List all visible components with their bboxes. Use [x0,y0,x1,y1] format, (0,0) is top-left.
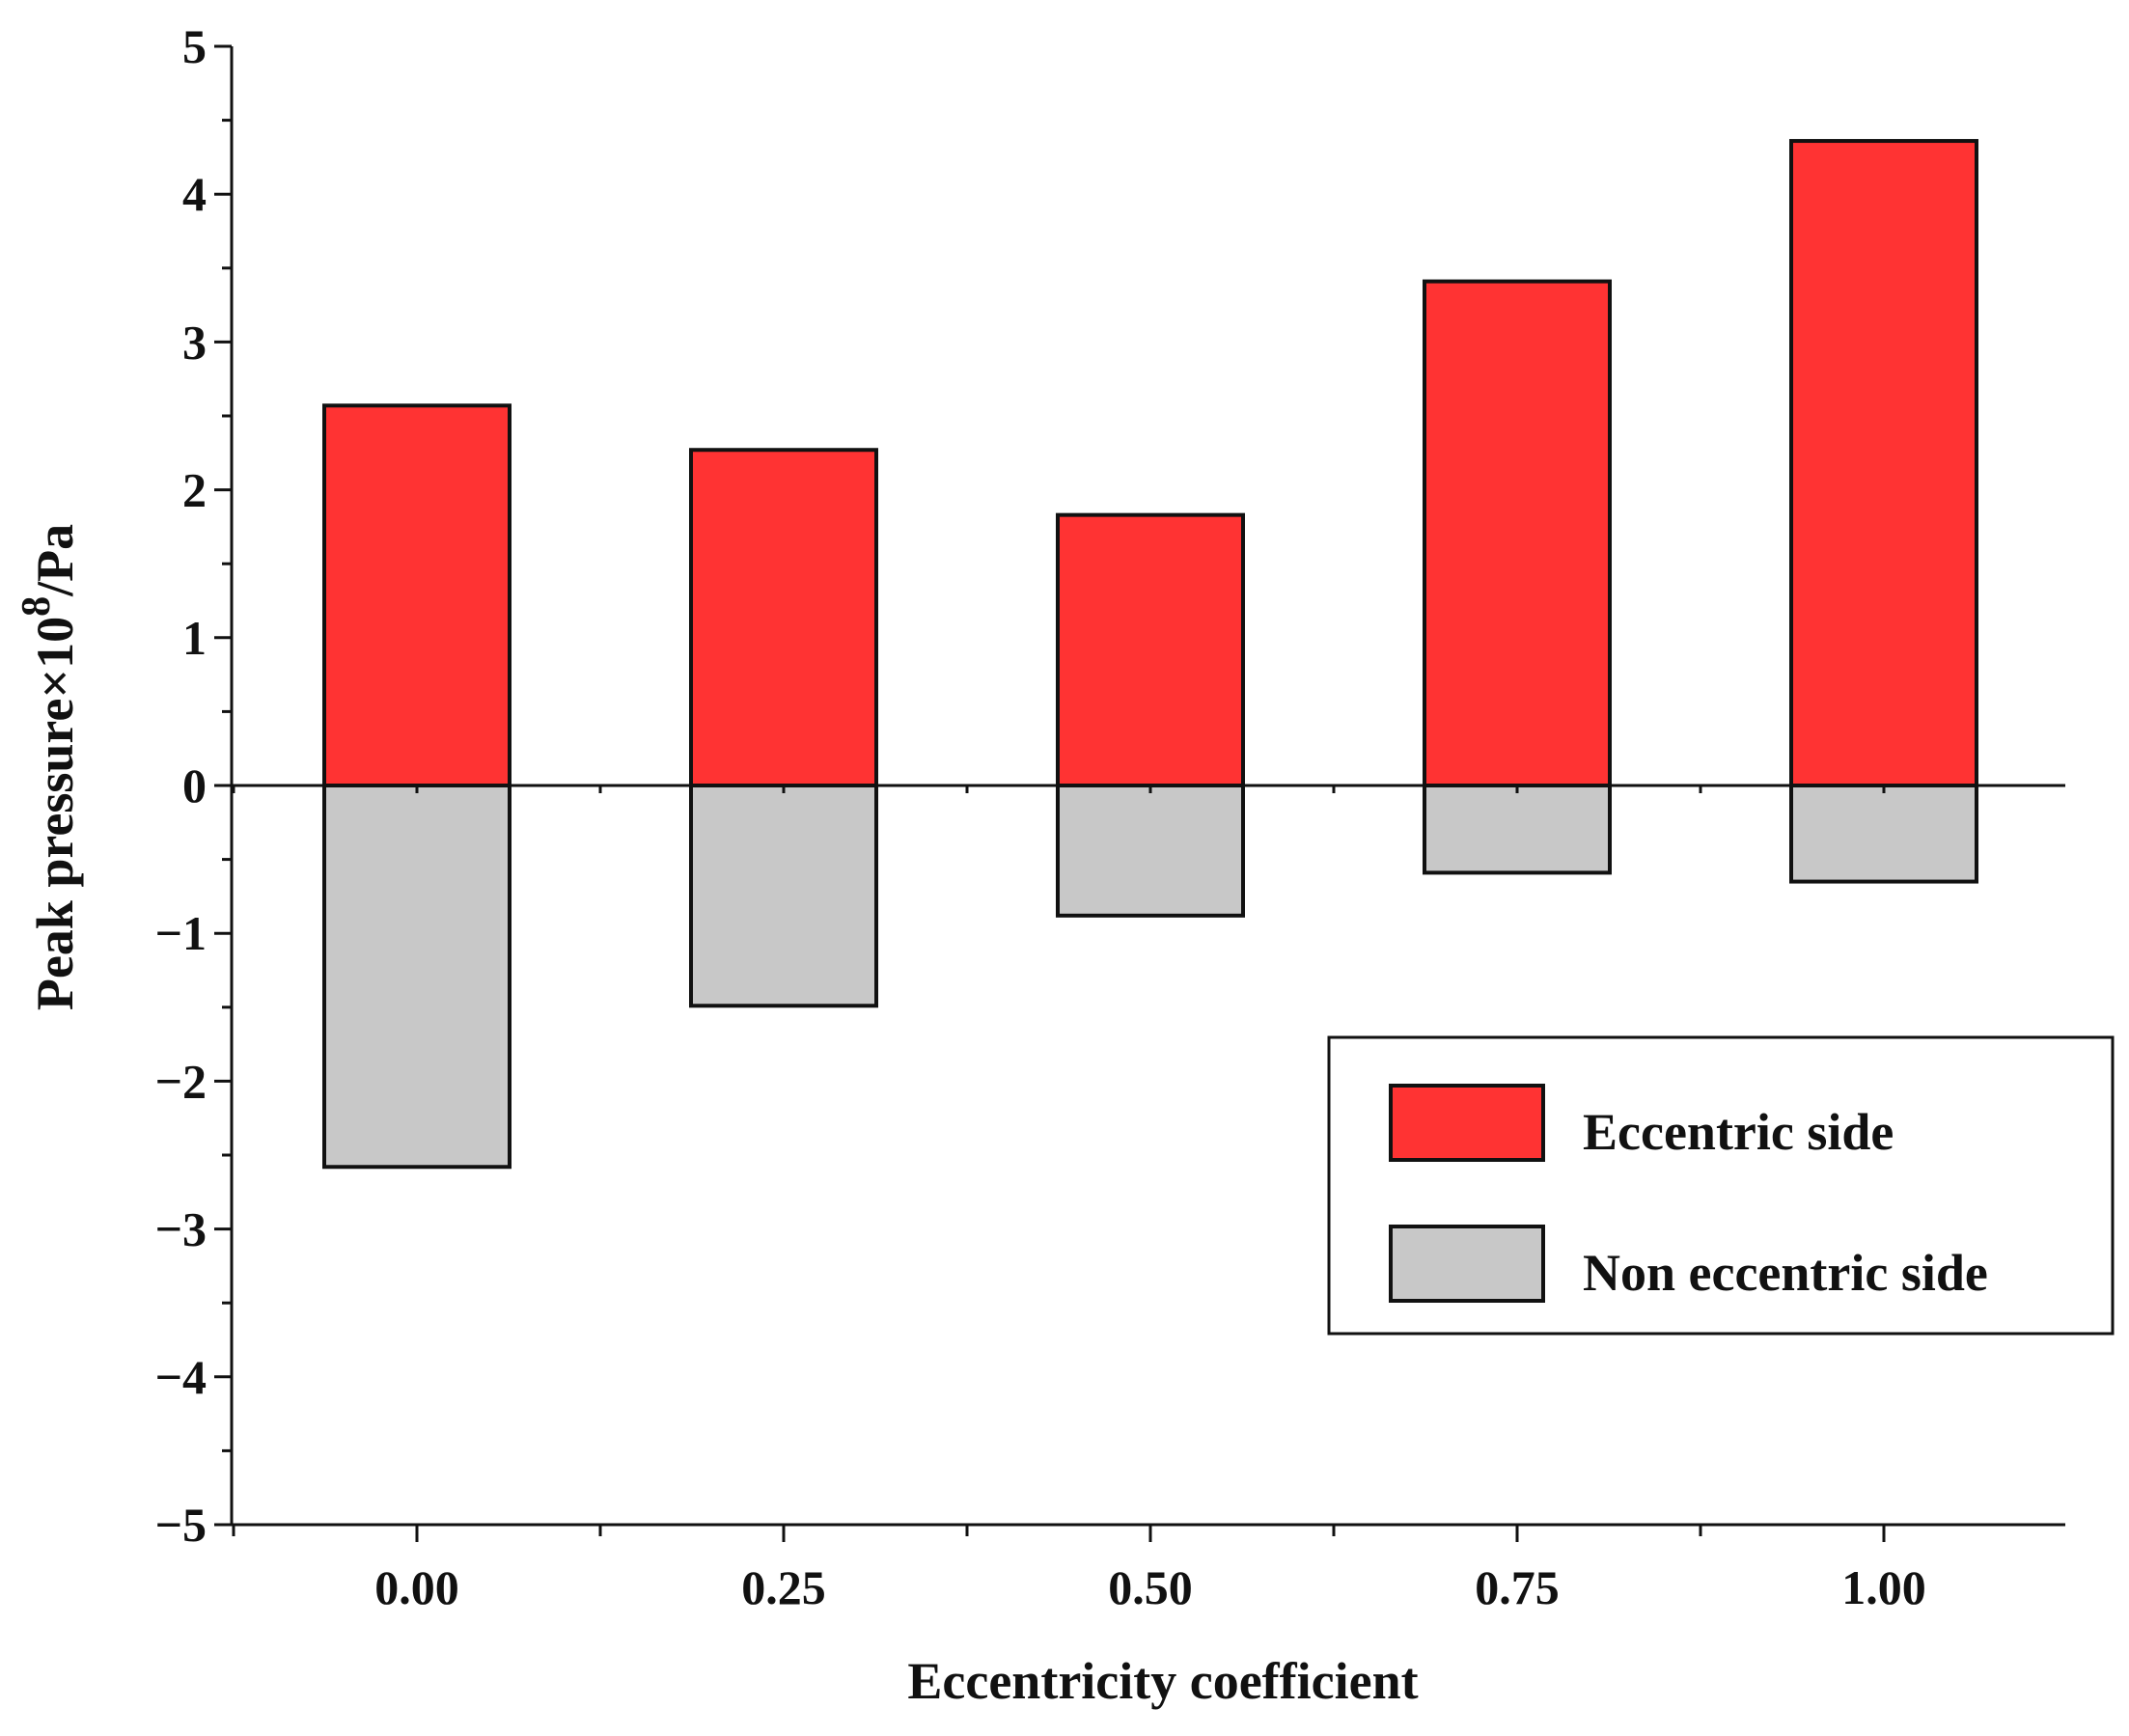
y-tick-label: −2 [155,1054,207,1108]
bar-non-eccentric-side [689,784,878,1008]
bar-non-eccentric-side [322,784,512,1170]
y-tick-label: −1 [155,906,207,960]
y-axis-title-prefix: Peak pressure×10 [26,617,84,1010]
x-tick-label: 0.00 [374,1560,459,1614]
x-axis-title: Eccentricity coefficient [907,1652,1418,1710]
y-tick-label: −5 [155,1498,207,1552]
y-axis-title-suffix: /Pa [26,524,84,597]
y-axis-title: Peak pressure×108/Pa [14,524,84,1010]
bar-eccentric-side [1789,139,1978,788]
legend-swatch-non-eccentric-side [1389,1225,1545,1303]
y-tick-label: 4 [182,167,207,221]
y-tick-label: 2 [182,463,207,517]
legend-swatch-eccentric-side [1389,1084,1545,1162]
y-tick-label: −3 [155,1202,207,1256]
bar-non-eccentric-side [1789,784,1978,884]
bar-non-eccentric-side [1423,784,1612,875]
bar-non-eccentric-side [1056,784,1245,918]
bar-eccentric-side [1423,279,1612,787]
y-axis-title-exponent: 8 [14,596,59,617]
y-tick-label: 3 [182,315,207,369]
legend-label-eccentric-side: Eccentric side [1583,1103,1894,1161]
y-tick-label: 0 [182,758,207,813]
legend: Eccentric side Non eccentric side [1327,1035,2115,1336]
y-tick-label: 5 [182,19,207,73]
bar-eccentric-side [689,448,878,787]
axes [214,44,2065,1542]
x-tick-label: 0.25 [741,1560,826,1614]
bars [322,139,1978,1170]
y-tick-labels: 5 4 3 2 1 0 −1 −2 −3 −4 −5 [155,19,207,1552]
x-tick-labels: 0.00 0.25 0.50 0.75 1.00 [374,1560,1926,1614]
y-tick-label: −4 [155,1350,207,1404]
y-tick-label: 1 [182,611,207,665]
x-tick-label: 1.00 [1841,1560,1926,1614]
bar-eccentric-side [322,403,512,787]
legend-label-non-eccentric-side: Non eccentric side [1583,1244,1988,1302]
x-tick-label: 0.50 [1108,1560,1193,1614]
x-tick-label: 0.75 [1475,1560,1560,1614]
bar-eccentric-side [1056,512,1245,787]
